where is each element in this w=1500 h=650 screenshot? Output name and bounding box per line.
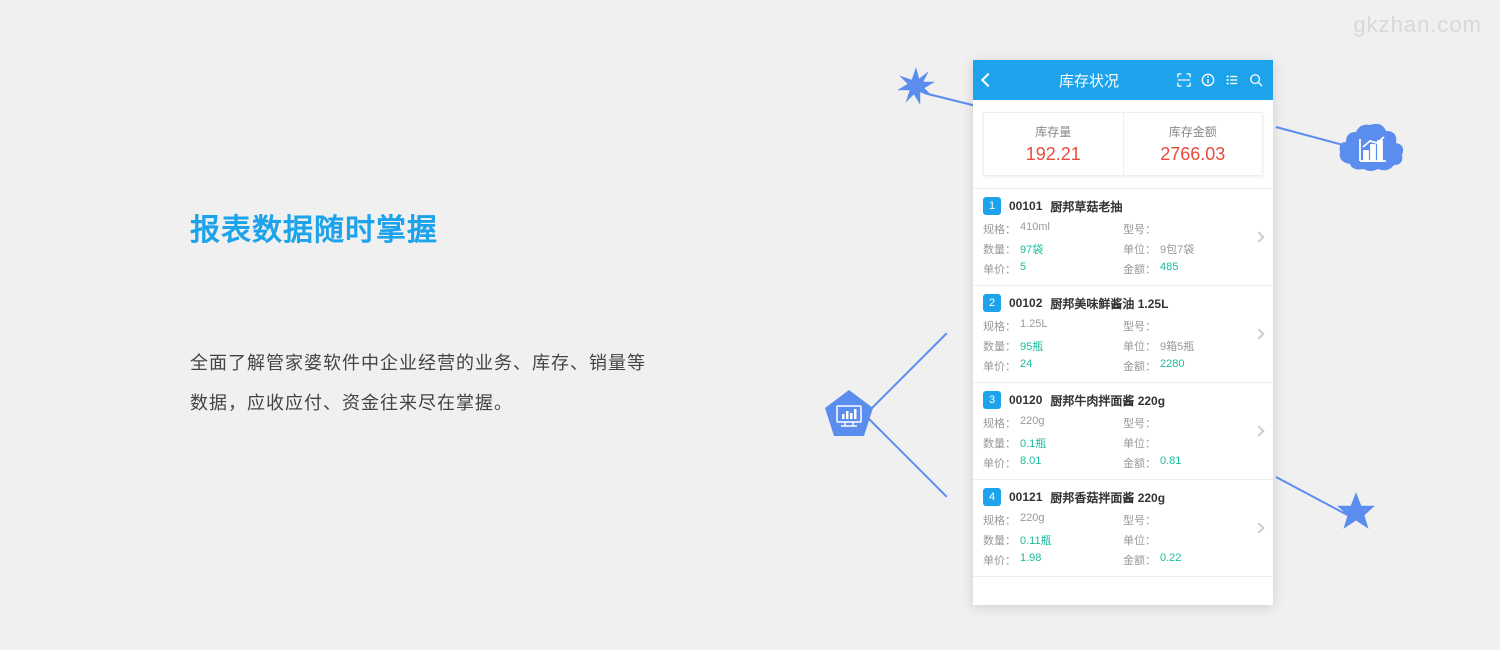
list-item[interactable]: 1 00101 厨邦草菇老抽 规格：410ml 型号： 数量：97袋 单位：9包… <box>973 189 1273 286</box>
qty-value: 97袋 <box>1020 241 1043 257</box>
amount-label: 金额： <box>1123 358 1156 374</box>
item-code: 00120 <box>1009 393 1042 407</box>
qty-label: 数量： <box>983 338 1016 354</box>
item-code: 00121 <box>1009 490 1042 504</box>
item-name: 厨邦牛肉拌面酱 220g <box>1050 392 1165 409</box>
item-name: 厨邦香菇拌面酱 220g <box>1050 489 1165 506</box>
search-icon[interactable] <box>1249 73 1263 87</box>
phone-mockup: 库存状况 库存量 192.21 库存金额 2766.03 1 00101 厨邦草… <box>973 60 1273 605</box>
item-name: 厨邦草菇老抽 <box>1050 198 1122 215</box>
list-icon[interactable] <box>1225 73 1239 87</box>
spec-value: 1.25L <box>1020 318 1048 334</box>
item-number: 1 <box>983 197 1001 215</box>
item-details: 规格：410ml 型号： 数量：97袋 单位：9包7袋 单价：5 金额：485 <box>973 221 1273 285</box>
price-value: 5 <box>1020 261 1026 277</box>
qty-value: 0.1瓶 <box>1020 435 1046 451</box>
marketing-text: 报表数据随时掌握 全面了解管家婆软件中企业经营的业务、库存、销量等数据，应收应付… <box>190 205 650 423</box>
list-item[interactable]: 2 00102 厨邦美味鲜酱油 1.25L 规格：1.25L 型号： 数量：95… <box>973 286 1273 383</box>
price-label: 单价： <box>983 552 1016 568</box>
item-number: 4 <box>983 488 1001 506</box>
qty-value: 0.11瓶 <box>1020 532 1052 548</box>
back-icon[interactable] <box>981 73 995 87</box>
spec-value: 220g <box>1020 512 1044 528</box>
app-header: 库存状况 <box>973 60 1273 100</box>
star-icon <box>1335 490 1377 532</box>
burst-icon <box>895 65 937 107</box>
price-value: 8.01 <box>1020 455 1041 471</box>
connector-line <box>868 333 947 412</box>
amount-label: 金额： <box>1123 455 1156 471</box>
item-header: 1 00101 厨邦草菇老抽 <box>973 189 1273 221</box>
item-details: 规格：220g 型号： 数量：0.1瓶 单位： 单价：8.01 金额：0.81 <box>973 415 1273 479</box>
price-label: 单价： <box>983 358 1016 374</box>
list-item[interactable]: 4 00121 厨邦香菇拌面酱 220g 规格：220g 型号： 数量：0.11… <box>973 480 1273 577</box>
amount-value: 0.22 <box>1160 552 1181 568</box>
amount-label: 金额： <box>1123 261 1156 277</box>
scan-icon[interactable] <box>1177 73 1191 87</box>
item-code: 00101 <box>1009 199 1042 213</box>
spec-value: 410ml <box>1020 221 1050 237</box>
unit-label: 单位： <box>1123 241 1156 257</box>
item-code: 00102 <box>1009 296 1042 310</box>
price-label: 单价： <box>983 261 1016 277</box>
amount-value: 2280 <box>1160 358 1184 374</box>
unit-label: 单位： <box>1123 435 1156 451</box>
price-value: 1.98 <box>1020 552 1041 568</box>
summary-value: 2766.03 <box>1124 144 1263 165</box>
model-label: 型号： <box>1123 318 1156 334</box>
summary-value: 192.21 <box>984 144 1123 165</box>
info-icon[interactable] <box>1201 73 1215 87</box>
heading: 报表数据随时掌握 <box>190 205 650 249</box>
pentagon-monitor-icon <box>823 388 875 440</box>
item-details: 规格：1.25L 型号： 数量：95瓶 单位：9箱5瓶 单价：24 金额：228… <box>973 318 1273 382</box>
model-label: 型号： <box>1123 221 1156 237</box>
amount-label: 金额： <box>1123 552 1156 568</box>
price-value: 24 <box>1020 358 1032 374</box>
price-label: 单价： <box>983 455 1016 471</box>
unit-label: 单位： <box>1123 338 1156 354</box>
spec-value: 220g <box>1020 415 1044 431</box>
qty-value: 95瓶 <box>1020 338 1043 354</box>
amount-value: 0.81 <box>1160 455 1181 471</box>
spec-label: 规格： <box>983 512 1016 528</box>
spec-label: 规格： <box>983 415 1016 431</box>
connector-line <box>868 418 947 497</box>
app-title: 库存状况 <box>1001 70 1177 91</box>
item-header: 4 00121 厨邦香菇拌面酱 220g <box>973 480 1273 512</box>
header-icons <box>1177 73 1263 87</box>
summary-card: 库存量 192.21 库存金额 2766.03 <box>983 112 1263 176</box>
summary-label: 库存金额 <box>1124 123 1263 140</box>
summary-stock[interactable]: 库存量 192.21 <box>984 113 1124 175</box>
unit-label: 单位： <box>1123 532 1156 548</box>
summary-label: 库存量 <box>984 123 1123 140</box>
item-header: 2 00102 厨邦美味鲜酱油 1.25L <box>973 286 1273 318</box>
amount-value: 485 <box>1160 261 1178 277</box>
model-label: 型号： <box>1123 512 1156 528</box>
cloud-chart-icon <box>1336 117 1406 172</box>
item-header: 3 00120 厨邦牛肉拌面酱 220g <box>973 383 1273 415</box>
spec-label: 规格： <box>983 318 1016 334</box>
unit-value: 9箱5瓶 <box>1160 338 1194 354</box>
item-number: 3 <box>983 391 1001 409</box>
summary-amount[interactable]: 库存金额 2766.03 <box>1124 113 1263 175</box>
model-label: 型号： <box>1123 415 1156 431</box>
spec-label: 规格： <box>983 221 1016 237</box>
description: 全面了解管家婆软件中企业经营的业务、库存、销量等数据，应收应付、资金往来尽在掌握… <box>190 344 650 423</box>
watermark: gkzhan.com <box>1353 12 1482 38</box>
item-number: 2 <box>983 294 1001 312</box>
item-details: 规格：220g 型号： 数量：0.11瓶 单位： 单价：1.98 金额：0.22 <box>973 512 1273 576</box>
inventory-list: 1 00101 厨邦草菇老抽 规格：410ml 型号： 数量：97袋 单位：9包… <box>973 188 1273 577</box>
qty-label: 数量： <box>983 241 1016 257</box>
qty-label: 数量： <box>983 532 1016 548</box>
qty-label: 数量： <box>983 435 1016 451</box>
item-name: 厨邦美味鲜酱油 1.25L <box>1050 295 1168 312</box>
list-item[interactable]: 3 00120 厨邦牛肉拌面酱 220g 规格：220g 型号： 数量：0.1瓶… <box>973 383 1273 480</box>
unit-value: 9包7袋 <box>1160 241 1194 257</box>
